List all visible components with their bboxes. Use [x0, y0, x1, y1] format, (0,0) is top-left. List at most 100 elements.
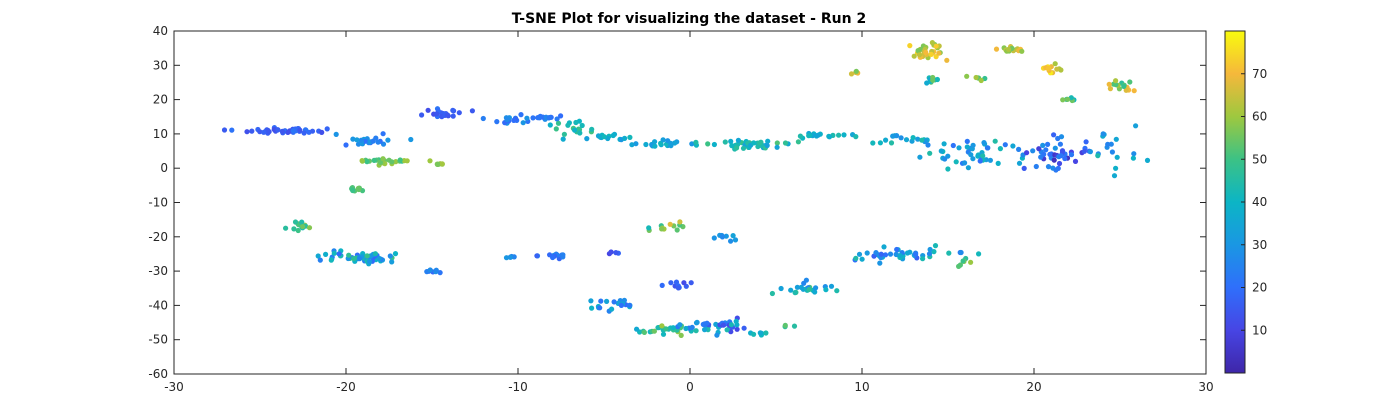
scatter-point [1021, 165, 1027, 171]
scatter-point [774, 140, 780, 146]
scatter-point [434, 111, 440, 117]
scatter-point [924, 80, 930, 86]
scatter-point [371, 157, 377, 163]
scatter-point [537, 113, 543, 119]
scatter-point [1087, 149, 1093, 155]
scatter-point [689, 141, 695, 147]
scatter-point [518, 112, 524, 118]
scatter-point [897, 253, 903, 259]
scatter-point [275, 127, 281, 133]
scatter-point [728, 322, 735, 328]
scatter-point [987, 157, 994, 163]
scatter-point [970, 142, 976, 148]
scatter-point [917, 154, 923, 160]
scatter-point [923, 49, 929, 56]
scatter-point [1062, 155, 1068, 162]
scatter-point [651, 328, 658, 334]
scatter-point [292, 219, 299, 225]
scatter-point [992, 138, 998, 144]
scatter-point [932, 243, 939, 249]
x-tick-label: -10 [508, 380, 528, 394]
scatter-point [856, 251, 863, 257]
scatter-point [652, 143, 658, 149]
scatter-point [683, 325, 689, 332]
scatter-point [547, 122, 553, 128]
scatter-point [1059, 148, 1066, 154]
scatter-point [404, 158, 410, 164]
scatter-point [995, 160, 1001, 166]
scatter-point [929, 40, 936, 46]
scatter-point [938, 148, 944, 154]
scatter-point [618, 302, 625, 308]
scatter-point [1006, 46, 1012, 53]
scatter-point [667, 221, 673, 227]
scatter-point [782, 322, 788, 328]
scatter-point [1113, 78, 1119, 84]
scatter-point [408, 136, 414, 143]
scatter-point [724, 327, 730, 333]
scatter-point [853, 255, 859, 261]
scatter-point [503, 255, 510, 261]
scatter-point [722, 139, 728, 145]
scatter-point [1106, 81, 1112, 87]
scatter-point [450, 107, 456, 113]
x-tick-label: 20 [1026, 380, 1041, 394]
scatter-point [511, 254, 517, 260]
scatter-point [317, 257, 323, 263]
scatter-point [588, 298, 594, 304]
scatter-point [928, 51, 934, 58]
scatter-point [261, 129, 267, 135]
scatter-point [678, 332, 684, 338]
scatter-point [598, 298, 604, 304]
scatter-point [480, 115, 486, 122]
scatter-point [794, 284, 801, 290]
scatter-point [437, 270, 443, 276]
scatter-point [907, 249, 913, 255]
scatter-point [688, 280, 694, 286]
scatter-point [997, 146, 1004, 152]
scatter-point [1055, 135, 1061, 142]
scatter-point [604, 298, 610, 304]
scatter-point [336, 251, 342, 257]
scatter-point [1047, 151, 1053, 157]
scatter-point [427, 158, 433, 164]
scatter-point [980, 153, 986, 159]
scatter-point [1045, 141, 1051, 147]
scatter-point [693, 139, 699, 145]
scatter-point [711, 141, 718, 148]
scatter-point [853, 68, 859, 74]
scatter-point [530, 115, 536, 121]
scatter-point [1052, 145, 1058, 151]
scatter-point [930, 77, 936, 83]
scatter-point [444, 112, 451, 118]
scatter-point [841, 132, 847, 138]
scatter-point [1019, 48, 1025, 54]
scatter-point [387, 253, 393, 259]
scatter-point [297, 127, 303, 133]
scatter-point [627, 302, 633, 308]
scatter-point [882, 252, 889, 258]
scatter-point [364, 159, 370, 165]
scatter-point [229, 127, 235, 133]
scatter-point [643, 141, 649, 148]
scatter-point [372, 251, 378, 257]
scatter-point [916, 52, 923, 58]
scatter-point [934, 76, 941, 83]
scatter-point [652, 139, 658, 145]
scatter-point [577, 130, 583, 136]
scatter-point [622, 135, 628, 141]
scatter-point [494, 119, 500, 125]
colorbar-tick-label: 60 [1252, 110, 1267, 124]
scatter-point [853, 134, 859, 140]
scatter-point [601, 134, 607, 140]
scatter-point [864, 250, 870, 256]
scatter-point [1002, 142, 1008, 148]
scatter-point [397, 157, 403, 163]
scatter-point [1058, 153, 1064, 159]
y-tick-label: -40 [148, 298, 168, 312]
colorbar-tick-label: 70 [1252, 67, 1267, 81]
scatter-point [792, 290, 798, 296]
scatter-point [608, 249, 614, 255]
scatter-point [677, 219, 683, 225]
scatter-point [358, 137, 364, 143]
